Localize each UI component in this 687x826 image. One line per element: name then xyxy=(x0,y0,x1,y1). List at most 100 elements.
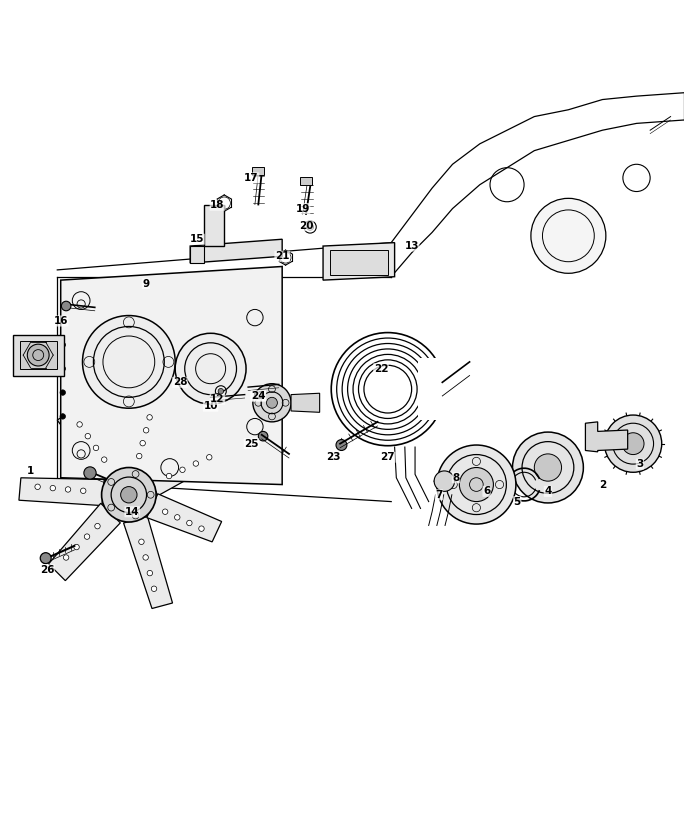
Polygon shape xyxy=(57,406,125,482)
Text: 12: 12 xyxy=(210,394,225,405)
Text: 18: 18 xyxy=(210,200,225,210)
Circle shape xyxy=(199,526,204,531)
Circle shape xyxy=(434,471,455,491)
Text: 5: 5 xyxy=(514,496,521,506)
Bar xyxy=(252,167,264,175)
Circle shape xyxy=(140,440,146,446)
Text: 28: 28 xyxy=(172,377,187,387)
Text: 17: 17 xyxy=(244,173,259,183)
Circle shape xyxy=(95,524,100,529)
Circle shape xyxy=(60,390,65,396)
Circle shape xyxy=(534,453,561,481)
Circle shape xyxy=(74,544,79,550)
Polygon shape xyxy=(190,240,282,263)
Text: 15: 15 xyxy=(190,235,204,244)
Text: 23: 23 xyxy=(326,453,341,463)
Circle shape xyxy=(166,473,172,479)
Circle shape xyxy=(245,248,251,254)
Circle shape xyxy=(218,388,223,394)
Polygon shape xyxy=(147,494,222,542)
Circle shape xyxy=(35,484,41,490)
Text: 2: 2 xyxy=(599,480,606,490)
Circle shape xyxy=(258,431,268,441)
Circle shape xyxy=(121,487,137,503)
Text: 4: 4 xyxy=(544,487,552,496)
Circle shape xyxy=(63,555,69,560)
Circle shape xyxy=(147,415,153,420)
Text: 9: 9 xyxy=(142,278,150,288)
Polygon shape xyxy=(19,477,104,506)
Text: 13: 13 xyxy=(405,241,419,251)
Circle shape xyxy=(437,445,516,524)
Circle shape xyxy=(175,333,246,404)
Text: 1: 1 xyxy=(26,466,34,476)
Circle shape xyxy=(85,534,90,539)
Circle shape xyxy=(77,422,82,427)
Circle shape xyxy=(187,520,192,525)
Circle shape xyxy=(162,509,168,515)
Circle shape xyxy=(513,432,583,503)
Polygon shape xyxy=(585,422,628,452)
Circle shape xyxy=(65,487,71,492)
Text: 24: 24 xyxy=(251,391,266,401)
Circle shape xyxy=(174,515,180,520)
Polygon shape xyxy=(291,393,319,412)
Circle shape xyxy=(27,344,49,366)
Circle shape xyxy=(85,434,91,439)
Circle shape xyxy=(60,366,65,372)
Polygon shape xyxy=(323,243,394,280)
Bar xyxy=(300,178,312,185)
Text: 6: 6 xyxy=(483,487,491,496)
Text: 21: 21 xyxy=(275,251,289,261)
Polygon shape xyxy=(122,398,161,473)
Circle shape xyxy=(267,397,278,408)
Circle shape xyxy=(84,467,96,479)
Circle shape xyxy=(60,342,65,348)
Circle shape xyxy=(531,198,606,273)
Text: 19: 19 xyxy=(295,203,310,214)
Text: 25: 25 xyxy=(245,439,259,449)
Circle shape xyxy=(460,468,493,501)
Text: 14: 14 xyxy=(125,507,139,517)
Circle shape xyxy=(41,553,51,563)
Circle shape xyxy=(143,555,148,560)
Circle shape xyxy=(61,301,71,311)
Text: 27: 27 xyxy=(381,453,395,463)
Polygon shape xyxy=(13,335,64,376)
Circle shape xyxy=(180,467,185,472)
Circle shape xyxy=(306,224,313,230)
Polygon shape xyxy=(20,341,57,368)
Bar xyxy=(330,250,388,275)
Text: 22: 22 xyxy=(374,363,388,373)
Polygon shape xyxy=(204,205,224,246)
Circle shape xyxy=(193,461,199,466)
Text: 8: 8 xyxy=(452,472,460,482)
Circle shape xyxy=(60,414,65,419)
Bar xyxy=(418,358,456,420)
Circle shape xyxy=(93,445,99,451)
Polygon shape xyxy=(60,267,282,485)
Circle shape xyxy=(139,539,144,544)
Circle shape xyxy=(102,457,107,463)
Circle shape xyxy=(207,454,212,460)
Polygon shape xyxy=(49,503,120,581)
Circle shape xyxy=(50,486,56,491)
Text: 3: 3 xyxy=(636,459,644,469)
Text: 20: 20 xyxy=(299,221,313,230)
Circle shape xyxy=(336,439,347,450)
Text: 7: 7 xyxy=(436,490,442,500)
Polygon shape xyxy=(147,437,228,496)
Circle shape xyxy=(80,488,86,493)
Circle shape xyxy=(622,433,644,454)
Circle shape xyxy=(137,453,142,458)
Circle shape xyxy=(147,571,153,576)
Circle shape xyxy=(605,415,662,472)
Circle shape xyxy=(82,316,175,408)
Text: 10: 10 xyxy=(203,401,218,411)
Text: 11: 11 xyxy=(251,391,266,401)
Polygon shape xyxy=(124,516,172,609)
Text: 26: 26 xyxy=(40,565,54,575)
Polygon shape xyxy=(190,246,204,263)
Text: 16: 16 xyxy=(54,316,68,326)
Circle shape xyxy=(253,384,291,422)
